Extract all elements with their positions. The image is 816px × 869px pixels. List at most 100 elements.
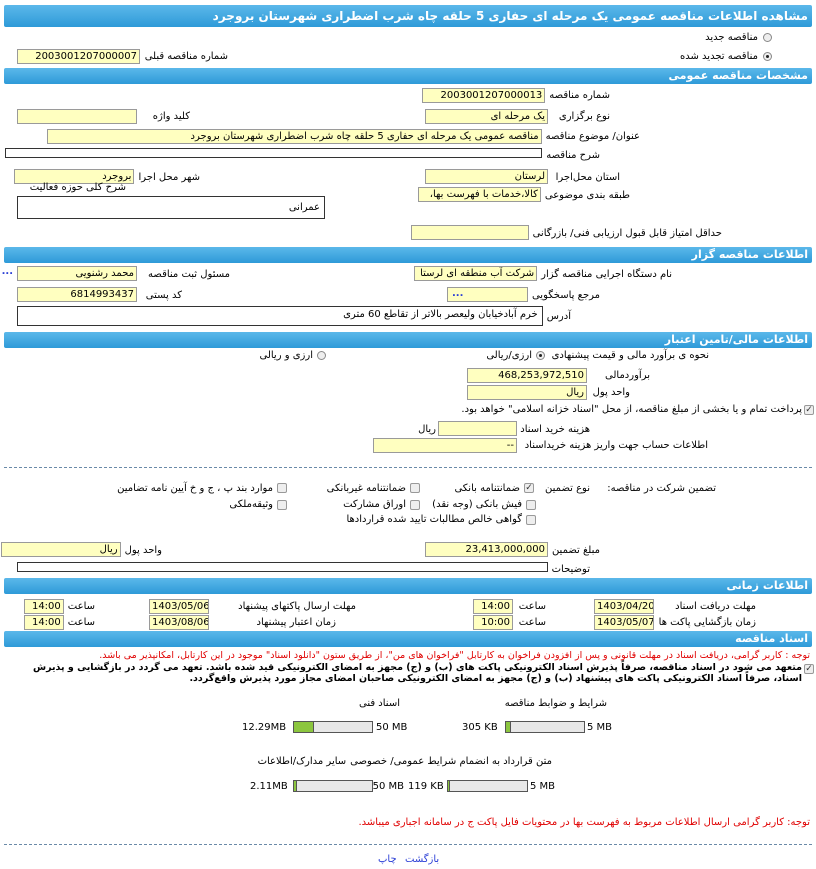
keyword-field[interactable] bbox=[17, 109, 137, 124]
keyword-label: کلید واژه bbox=[152, 111, 190, 122]
file-progress-fill bbox=[506, 722, 511, 732]
file-max: 5 MB bbox=[587, 722, 613, 733]
guarantee-option-label: ضمانتنامه بانکی bbox=[454, 483, 520, 494]
registrar-field[interactable]: محمد رشنویی bbox=[17, 266, 137, 281]
time-label: ساعت bbox=[67, 601, 95, 612]
file-progress-bar bbox=[505, 721, 585, 733]
divider bbox=[4, 844, 812, 845]
doc-cost-label: هزینه خرید اسناد bbox=[520, 424, 590, 435]
time-label: ساعت bbox=[67, 617, 95, 628]
radio-rial[interactable] bbox=[536, 351, 545, 360]
subject-label: عنوان/ موضوع مناقصه bbox=[545, 131, 640, 142]
radio-new-tender[interactable] bbox=[763, 33, 772, 42]
file-label: اسناد فنی bbox=[359, 698, 400, 709]
opt2-label: ارزی و ریالی bbox=[259, 350, 314, 361]
postal-label: کد پستی bbox=[145, 290, 182, 301]
doc-cost-unit: ریال bbox=[418, 424, 436, 435]
activity-field[interactable]: عمرانی bbox=[17, 196, 325, 219]
submit-time-field[interactable]: 14:00 bbox=[23, 599, 64, 614]
section-docs: اسناد مناقصه bbox=[4, 631, 812, 647]
subject-field[interactable]: مناقصه عمومی یک مرحله ای حفاری 5 حلقه چا… bbox=[47, 129, 542, 144]
guarantee-amount-label: مبلغ تضمین bbox=[551, 545, 600, 556]
description-field[interactable] bbox=[5, 148, 543, 158]
holding-type-label: نوع برگزاری bbox=[558, 111, 610, 122]
tender-number-field[interactable]: 2003001207000013 bbox=[422, 88, 546, 103]
estimate-label: برآوردمالی bbox=[605, 370, 650, 381]
price-list-note: توجه: کاربر گرامی ارسال اطلاعات مربوط به… bbox=[358, 817, 810, 828]
commit-checkbox[interactable]: ✓ bbox=[804, 664, 814, 674]
guarantee-option-checkbox[interactable] bbox=[277, 483, 287, 493]
ref-more-button[interactable]: ... bbox=[452, 288, 464, 299]
city-field[interactable]: بروجرد bbox=[14, 169, 135, 184]
guarantee-option-label: وثیقه‌ملکی bbox=[229, 499, 273, 510]
account-label: اطلاعات حساب جهت واریز هزینه خریداسناد bbox=[524, 440, 708, 451]
province-field[interactable]: لرستان bbox=[425, 169, 548, 184]
guarantee-option-label: فیش بانکی (وجه نقد) bbox=[432, 499, 522, 510]
province-label: استان محل‌اجرا bbox=[555, 172, 620, 183]
category-select[interactable]: کالا،خدمات با فهرست بها، bbox=[417, 187, 541, 202]
address-label: آدرس bbox=[546, 311, 571, 322]
time-label: ساعت bbox=[518, 601, 546, 612]
ref-field[interactable] bbox=[446, 287, 528, 302]
treasury-checkbox[interactable]: ✓ bbox=[804, 405, 814, 415]
guarantee-option-checkbox[interactable]: ✓ bbox=[524, 483, 534, 493]
file-progress-bar bbox=[447, 780, 528, 792]
guarantee-option-checkbox[interactable] bbox=[410, 483, 420, 493]
open-date-field[interactable]: 1403/05/07 bbox=[594, 615, 654, 630]
receive-label: مهلت دریافت اسناد bbox=[675, 601, 756, 612]
account-field[interactable]: -- bbox=[373, 438, 517, 453]
guarantee-option-checkbox[interactable] bbox=[410, 500, 420, 510]
print-link[interactable]: چاپ bbox=[378, 854, 397, 865]
file-max: 50 MB bbox=[376, 722, 408, 733]
estimate-field[interactable]: 468,253,972,510 bbox=[467, 368, 587, 383]
guarantee-option-checkbox[interactable] bbox=[526, 515, 536, 525]
submit-date-field[interactable]: 1403/05/06 bbox=[149, 599, 209, 614]
org-label: نام دستگاه اجرایی مناقصه گزار bbox=[541, 269, 672, 280]
guarantee-option-label: ضمانتنامه غیربانکی bbox=[326, 483, 406, 494]
time-label: ساعت bbox=[518, 617, 546, 628]
currency-field[interactable]: ریال bbox=[467, 385, 587, 400]
receive-time-field[interactable]: 14:00 bbox=[473, 599, 513, 614]
doc-cost-field[interactable] bbox=[438, 421, 517, 436]
min-score-label: حداقل امتیاز قابل قبول ارزیابی فنی/ بازر… bbox=[532, 228, 722, 239]
section-general: مشخصات مناقصه عمومی bbox=[4, 68, 812, 84]
receive-date-field[interactable]: 1403/04/20 bbox=[594, 599, 654, 614]
guarantee-currency-field[interactable]: ریال bbox=[0, 542, 121, 557]
guarantee-amount-field[interactable]: 23,413,000,000 bbox=[425, 542, 548, 557]
valid-time-field[interactable]: 14:00 bbox=[23, 615, 64, 630]
docs-note: توجه : کاربر گرامی، دریافت اسناد در مهلت… bbox=[99, 650, 810, 661]
commit-text: متعهد می شود در اسناد مناقصه، صرفاً پذیر… bbox=[32, 662, 802, 684]
file-progress-fill bbox=[294, 722, 314, 732]
open-time-field[interactable]: 10:00 bbox=[473, 615, 513, 630]
back-link[interactable]: بازگشت bbox=[405, 854, 440, 865]
notes-label: توضیحات bbox=[551, 564, 590, 575]
prev-number-label: شماره مناقصه قبلی bbox=[144, 51, 228, 62]
category-label: طبقه بندی موضوعی bbox=[544, 190, 630, 201]
guarantee-option-checkbox[interactable] bbox=[277, 500, 287, 510]
guarantee-label: تضمین شرکت در مناقصه: bbox=[607, 483, 716, 494]
open-label: زمان بازگشایی پاکت ها bbox=[658, 617, 756, 628]
org-field[interactable]: شرکت آب منطقه ای لرستا bbox=[414, 266, 538, 281]
radio-renewed-tender[interactable] bbox=[763, 52, 772, 61]
radio-currency-and-rial[interactable] bbox=[317, 351, 326, 360]
file-label: شرایط و ضوابط مناقصه bbox=[504, 698, 607, 709]
holding-type-field[interactable]: یک مرحله ای bbox=[425, 109, 548, 124]
guarantee-option-checkbox[interactable] bbox=[526, 500, 536, 510]
file-label: سایر مدارک/اطلاعات bbox=[257, 756, 347, 767]
registrar-more-button[interactable]: ... bbox=[1, 266, 13, 277]
valid-date-field[interactable]: 1403/08/06 bbox=[149, 615, 209, 630]
postal-field[interactable]: 6814993437 bbox=[17, 287, 137, 302]
label-renewed-tender: مناقصه تجدید شده bbox=[680, 51, 758, 62]
page-title: مشاهده اطلاعات مناقصه عمومی یک مرحله ای … bbox=[4, 5, 812, 27]
address-field[interactable]: خرم آبادخیابان ولیعصر بالاتر از تقاطع 60… bbox=[17, 306, 543, 326]
prev-number-field[interactable]: 2003001207000007 bbox=[17, 49, 140, 64]
notes-field[interactable] bbox=[17, 562, 548, 572]
label-new-tender: مناقصه جدید bbox=[705, 32, 758, 43]
registrar-label: مسئول ثبت مناقصه bbox=[148, 269, 230, 280]
section-finance: اطلاعات مالی/تامین اعتبار bbox=[4, 332, 812, 348]
guarantee-type-label: نوع تضمین bbox=[545, 483, 590, 494]
min-score-field[interactable] bbox=[410, 225, 529, 240]
file-size: 119 KB bbox=[408, 781, 444, 792]
divider bbox=[4, 467, 812, 468]
